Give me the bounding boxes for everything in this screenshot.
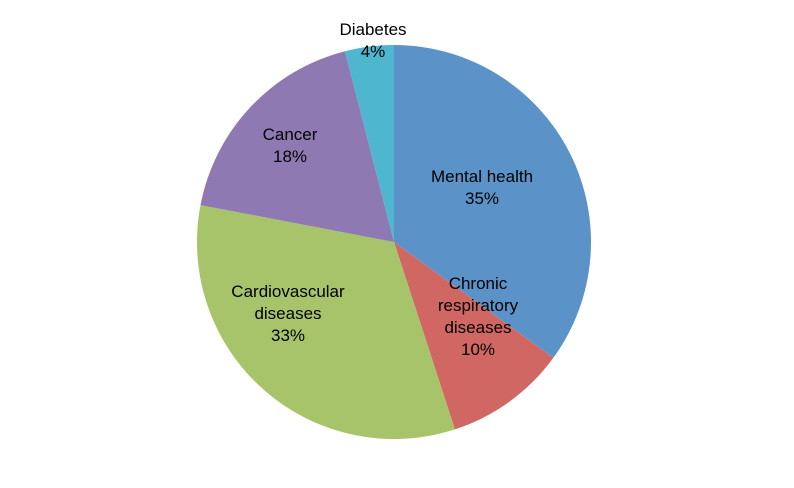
data-label-chronic-respiratory-diseases: Chronic respiratory diseases 10% bbox=[438, 274, 519, 359]
data-label-cancer: Cancer 18% bbox=[263, 125, 318, 166]
slice-value-label: 10% bbox=[461, 340, 495, 359]
pie-slice-mental-health bbox=[394, 45, 592, 358]
data-label-diabetes: Diabetes 4% bbox=[339, 20, 406, 61]
slice-value-label: 35% bbox=[465, 189, 499, 208]
slice-name-label: Mental health bbox=[431, 167, 533, 186]
pie-slices bbox=[197, 45, 592, 440]
data-label-cardiovascular-diseases: Cardiovascular diseases 33% bbox=[231, 282, 345, 345]
data-label-mental-health: Mental health 35% bbox=[431, 167, 533, 208]
slice-name-label: Diabetes bbox=[339, 20, 406, 39]
slice-name-label: diseases bbox=[444, 318, 511, 337]
pie-slice-cancer bbox=[200, 51, 394, 242]
slice-value-label: 4% bbox=[361, 42, 386, 61]
slice-name-label: respiratory bbox=[438, 296, 519, 315]
pie-slice-cardiovascular-diseases bbox=[197, 205, 455, 440]
pie-labels: Mental health 35% Chronic respiratory diseas… bbox=[231, 20, 533, 359]
slice-name-label: Cancer bbox=[263, 125, 318, 144]
slice-name-label: Chronic bbox=[449, 274, 508, 293]
slice-value-label: 33% bbox=[271, 326, 305, 345]
slice-value-label: 18% bbox=[273, 147, 307, 166]
slice-name-label: Cardiovascular bbox=[231, 282, 345, 301]
pie-slice-diabetes bbox=[345, 45, 394, 242]
pie-slice-chronic-respiratory-diseases bbox=[394, 242, 554, 430]
slice-name-label: diseases bbox=[254, 304, 321, 323]
